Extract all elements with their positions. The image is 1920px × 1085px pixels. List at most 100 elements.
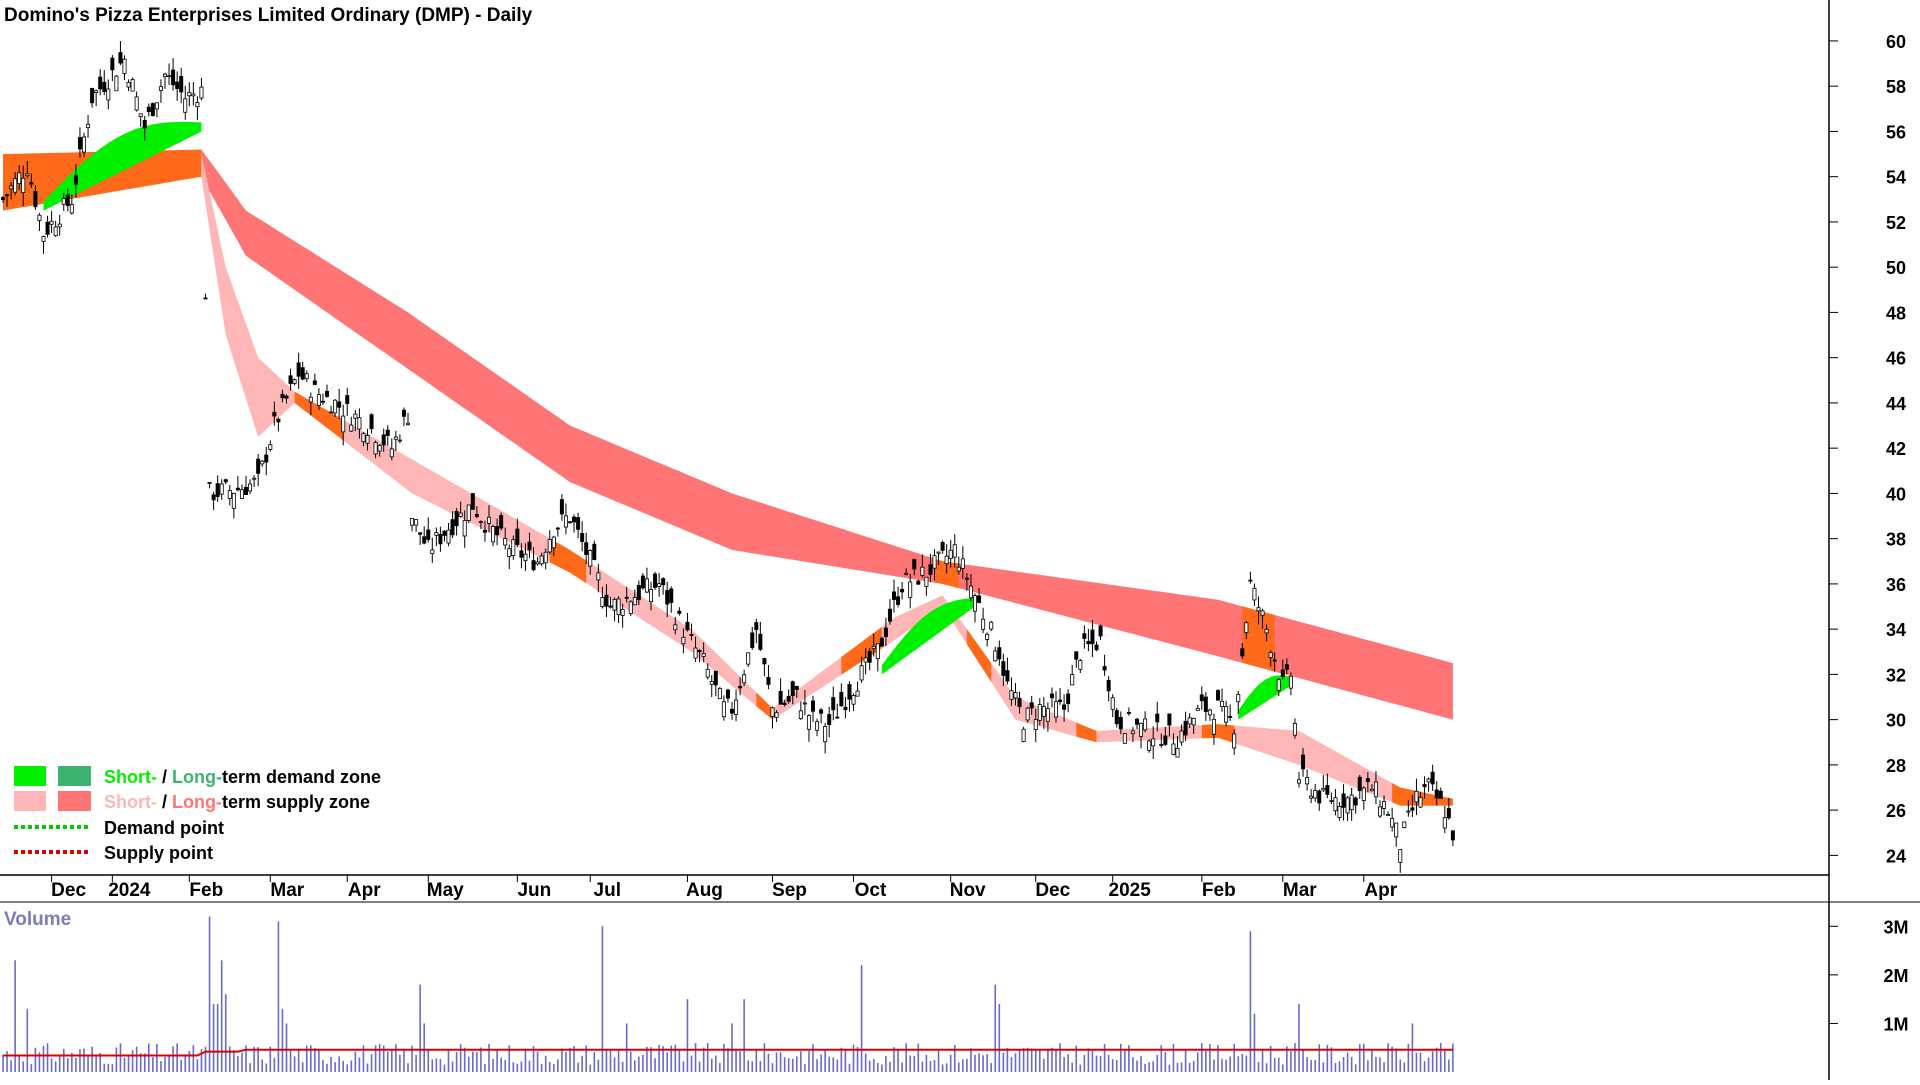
candle [778, 678, 783, 705]
candle [284, 394, 289, 404]
candle [612, 597, 617, 622]
candle [774, 710, 779, 722]
candle-body [701, 653, 706, 657]
candle-body [25, 173, 30, 177]
x-tick-label: Oct [855, 880, 887, 901]
candle [223, 478, 228, 485]
candle [1126, 707, 1131, 716]
candle [948, 539, 953, 568]
candle [495, 518, 500, 546]
candle-body [964, 577, 969, 580]
candle [1390, 807, 1395, 832]
candle [248, 479, 253, 495]
candle-body [1187, 717, 1192, 725]
candle-body [1090, 629, 1095, 645]
short-term-highlight-4 [966, 629, 992, 682]
candle [1426, 777, 1431, 792]
candle-body [1041, 706, 1046, 717]
candle-body [725, 689, 730, 699]
candle-body [1305, 777, 1310, 785]
candle-body [171, 69, 176, 86]
candle-body [195, 102, 200, 108]
candle-body [551, 536, 556, 549]
candle [1422, 776, 1427, 799]
candle [199, 77, 204, 101]
candle-body [1078, 660, 1083, 670]
candle [21, 165, 26, 206]
y-tick-label: 30 [1886, 711, 1906, 731]
candle-body [798, 710, 803, 719]
candle [418, 532, 423, 545]
candle [940, 540, 945, 554]
long-term-supply-zone [201, 149, 1453, 720]
candle-body [292, 379, 297, 384]
candle [450, 511, 455, 539]
candle [1240, 643, 1245, 659]
candle-body [1329, 800, 1334, 803]
candle [1410, 794, 1415, 818]
candle-body [665, 590, 670, 605]
short-term-highlight-2 [756, 692, 773, 720]
candle-body [628, 601, 633, 615]
candle-body [1353, 797, 1358, 806]
candle [883, 617, 888, 647]
candle [300, 361, 305, 381]
candle [1232, 728, 1237, 755]
candle [1155, 701, 1160, 732]
short-term-highlight-0 [294, 391, 344, 441]
candle-body [199, 86, 204, 99]
candle [41, 235, 46, 254]
candle-body [1179, 730, 1184, 743]
candle-body [474, 514, 479, 517]
legend: Short- / Long-term demand zone Short- / … [14, 766, 381, 863]
candle [1297, 772, 1302, 788]
legend-long-demand-swatch [58, 766, 91, 786]
candle [1033, 708, 1038, 743]
candle [754, 618, 759, 644]
candle [551, 535, 556, 556]
candle-body [572, 516, 577, 523]
candle [806, 714, 811, 742]
candle [831, 686, 836, 721]
candle-body [1066, 693, 1071, 705]
candle-body [1317, 790, 1322, 804]
candle-body [762, 658, 767, 665]
candle-body [430, 549, 435, 554]
candle [1288, 672, 1293, 696]
y-tick-label: 60 [1886, 32, 1906, 52]
candle-body [418, 532, 423, 535]
candle-body [1106, 679, 1111, 692]
candle [908, 574, 913, 609]
candle [1216, 689, 1221, 701]
candle [430, 537, 435, 563]
candle [1268, 650, 1273, 667]
candle-body [211, 494, 216, 501]
candle [1195, 704, 1200, 711]
candle [1183, 711, 1188, 742]
candle-body [875, 643, 880, 660]
candle-body [981, 618, 986, 630]
candle [1406, 800, 1411, 817]
candle-body [284, 395, 289, 399]
candle [1313, 783, 1318, 802]
candle [640, 573, 645, 590]
candle [235, 475, 240, 492]
candle-body [543, 551, 548, 564]
candle [1438, 787, 1443, 799]
candle-body [1211, 718, 1216, 735]
candle [45, 215, 50, 238]
candle [855, 681, 860, 697]
legend-demand-text: Short- / Long-term demand zone [104, 767, 381, 787]
candle-body [1430, 771, 1435, 785]
candle-body [644, 578, 649, 593]
candle [1236, 690, 1241, 715]
x-tick-label: 2024 [108, 880, 151, 901]
candle [511, 535, 516, 560]
candle-body [150, 103, 155, 117]
x-tick-label: 2025 [1109, 880, 1152, 901]
candle-body [681, 636, 686, 645]
candle-body [1005, 670, 1010, 682]
candle-body [1236, 694, 1241, 703]
candle-body [827, 714, 832, 726]
candle-body [811, 700, 816, 712]
